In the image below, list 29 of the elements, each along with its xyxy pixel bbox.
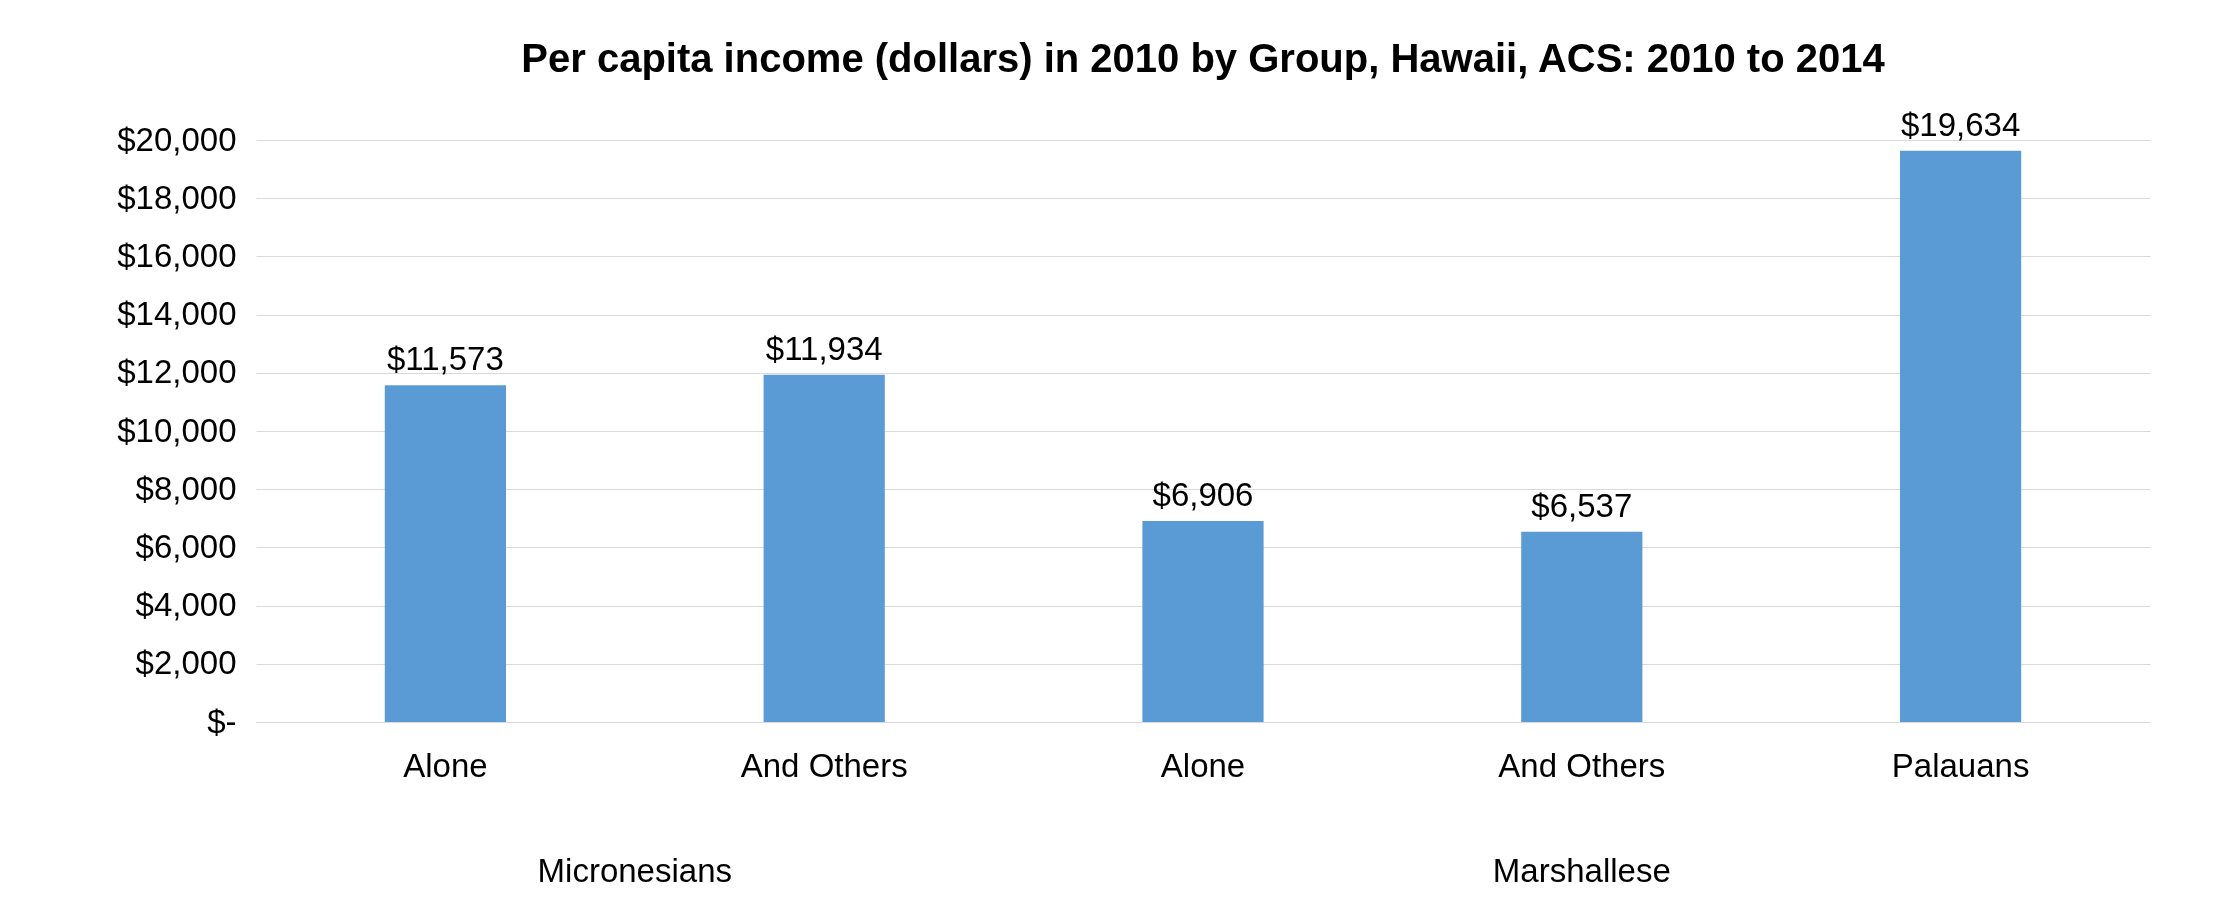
y-tick-label: $20,000 bbox=[117, 120, 237, 158]
y-tick-label: $- bbox=[207, 702, 237, 740]
y-tick-label: $4,000 bbox=[135, 586, 237, 624]
data-label: $6,537 bbox=[1531, 486, 1633, 524]
y-tick-label: $14,000 bbox=[117, 295, 237, 333]
x-tick-label: Alone bbox=[1160, 746, 1246, 784]
x-tick-label: Alone bbox=[403, 746, 488, 784]
y-tick-label: $8,000 bbox=[135, 469, 237, 507]
x-tick-label: And Others bbox=[740, 746, 908, 784]
data-label: $19,634 bbox=[1900, 105, 2021, 143]
data-label: $11,934 bbox=[765, 329, 883, 367]
bar bbox=[384, 385, 507, 722]
data-label: $6,906 bbox=[1152, 476, 1254, 514]
bar bbox=[1899, 150, 2022, 722]
text: Micronesians bbox=[537, 852, 733, 889]
x-tick-label: Palauans bbox=[1891, 746, 2030, 784]
y-tick-label: $6,000 bbox=[135, 527, 237, 565]
y-tick-label: $10,000 bbox=[117, 411, 237, 449]
bar bbox=[1521, 531, 1643, 722]
y-tick-label: $2,000 bbox=[135, 644, 237, 682]
y-tick-label: $16,000 bbox=[117, 236, 237, 274]
data-label: $11,573 bbox=[386, 340, 504, 378]
y-tick-label: $12,000 bbox=[117, 353, 237, 391]
chart-title: Per capita income (dollars) in 2010 by Group, Hawaii, ACS: 2010 to 2014 bbox=[521, 35, 1886, 80]
y-tick-label: $18,000 bbox=[117, 178, 237, 216]
x-tick-label: And Others bbox=[1498, 746, 1666, 784]
bar bbox=[1142, 521, 1264, 722]
bar bbox=[763, 374, 885, 722]
text: Marshallese bbox=[1492, 852, 1671, 889]
